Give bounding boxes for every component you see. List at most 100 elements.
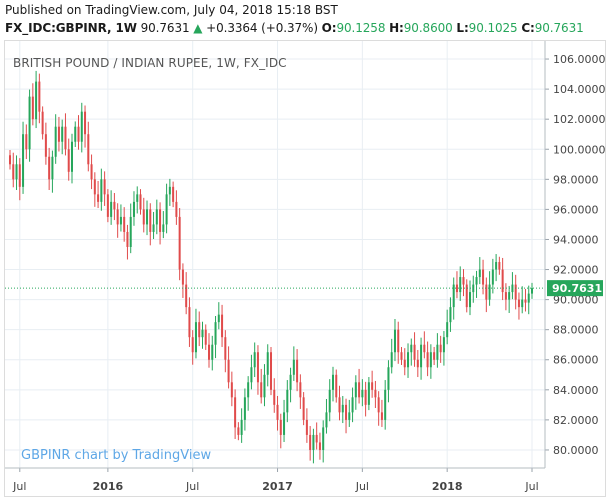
y-tick-label: 86.0000 (553, 354, 599, 367)
candle-body (139, 194, 142, 210)
candle-body (247, 382, 250, 398)
x-tick-label: 2018 (432, 480, 463, 493)
candle-body (208, 344, 211, 360)
candle-body (530, 288, 534, 294)
candle-body (159, 209, 162, 232)
candle-body (482, 269, 485, 285)
candle-body (136, 194, 139, 202)
close-value: 90.7631 (534, 21, 584, 35)
candle-body (335, 374, 338, 398)
y-tick-label: 88.0000 (553, 324, 599, 337)
candle-body (475, 277, 478, 285)
candle-body (25, 134, 28, 150)
candle-body (521, 299, 524, 308)
candle-body (400, 352, 403, 360)
y-tick-label: 84.0000 (553, 384, 599, 397)
candle-body (234, 397, 237, 428)
candle-body (276, 404, 279, 420)
candle-body (146, 209, 149, 225)
y-tick-label: 92.0000 (553, 264, 599, 277)
candle-body (35, 81, 38, 120)
candle-body (221, 314, 224, 338)
candle-body (354, 382, 357, 398)
candle-body (44, 134, 47, 157)
candle-body (90, 164, 93, 180)
candle-body (416, 359, 419, 368)
candle-body (387, 367, 390, 390)
candle-body (230, 382, 233, 398)
candle-body (74, 126, 77, 142)
candle-body (397, 329, 400, 353)
candle-body (31, 96, 34, 120)
candle-body (100, 179, 103, 202)
candle-body (165, 194, 168, 225)
low-label: L: (456, 21, 469, 35)
candle-body (527, 293, 530, 303)
y-tick-label: 80.0000 (553, 444, 599, 457)
candle-body (260, 382, 263, 398)
candle-body (426, 352, 429, 368)
candle-body (459, 277, 462, 293)
candle-body (491, 269, 494, 285)
candle-body (57, 126, 60, 142)
high-label: H: (389, 21, 404, 35)
candle-body (243, 397, 246, 420)
candle-body (152, 224, 155, 232)
open-value: 90.1258 (336, 21, 386, 35)
candle-body (433, 352, 436, 360)
candle-body (495, 262, 498, 270)
candle-body (191, 337, 194, 353)
candle-body (286, 389, 289, 413)
candle-body (449, 307, 452, 323)
candle-body (504, 292, 507, 300)
candle-body (113, 201, 116, 210)
x-tick-label: Jul (185, 480, 199, 493)
y-tick-label: 102.0000 (553, 113, 606, 126)
candle-body (214, 322, 217, 345)
y-tick-label: 94.0000 (553, 233, 599, 246)
candle-body (358, 382, 361, 398)
candle-body (168, 186, 171, 195)
candle-body (149, 209, 152, 232)
close-label: C: (521, 21, 535, 35)
candle-body (446, 322, 449, 338)
candle-body (194, 322, 197, 353)
candle-body (51, 156, 54, 180)
candle-body (413, 344, 416, 360)
candle-body (361, 389, 364, 398)
candle-body (305, 419, 308, 435)
candle-body (328, 389, 331, 413)
candle-body (28, 96, 31, 150)
x-tick-label: Jul (12, 480, 26, 493)
candle-body (217, 314, 220, 323)
candle-body (204, 329, 207, 345)
watermark: GBPINR chart by TradingView (21, 448, 212, 463)
candle-body (256, 352, 259, 383)
candle-body (331, 374, 334, 390)
candle-body (253, 352, 256, 368)
y-tick-label: 106.0000 (553, 53, 606, 66)
candle-body (296, 359, 299, 383)
candle-body (175, 201, 178, 217)
candle-body (420, 344, 423, 368)
candle-body (524, 299, 527, 303)
candle-body (22, 134, 25, 187)
candle-body (514, 284, 517, 300)
candle-body (126, 231, 129, 247)
candle-body (116, 209, 119, 225)
candle-body (240, 419, 243, 435)
candle-body (367, 382, 370, 405)
candle-body (97, 194, 100, 202)
candle-body (292, 359, 295, 375)
candle-body (48, 156, 51, 180)
candle-body (123, 216, 126, 232)
candle-body (129, 216, 132, 247)
candle-body (341, 404, 344, 413)
candle-body (41, 111, 44, 135)
candle-body (279, 419, 282, 435)
candle-body (439, 344, 442, 353)
candle-body (403, 359, 406, 368)
last-price-label: 90.7631 (552, 282, 602, 295)
x-tick-label: 2016 (93, 480, 124, 493)
